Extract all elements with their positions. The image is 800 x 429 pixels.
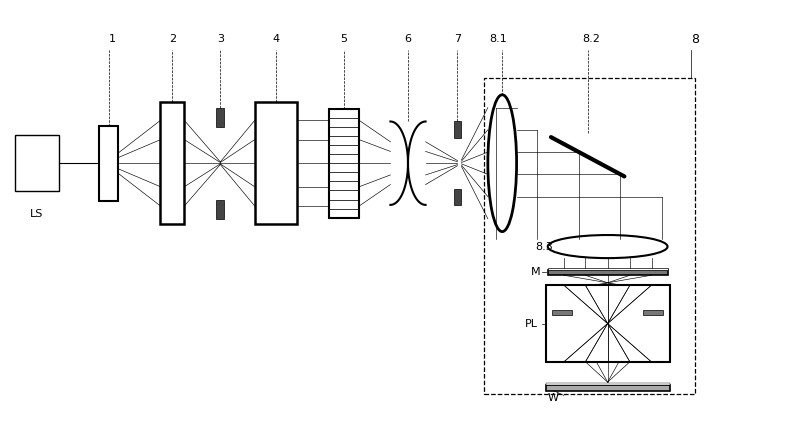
Text: LS: LS	[30, 209, 43, 220]
Bar	[548, 268, 667, 270]
Text: PL: PL	[526, 319, 538, 329]
Text: 8.2: 8.2	[582, 34, 601, 44]
Text: W: W	[548, 393, 559, 403]
Text: M: M	[531, 267, 541, 277]
Text: 3: 3	[217, 34, 224, 44]
Text: 1: 1	[109, 34, 116, 44]
Bar	[548, 270, 667, 275]
Text: 8.3: 8.3	[535, 242, 553, 251]
Bar	[643, 310, 663, 315]
Text: 7: 7	[454, 34, 461, 44]
Bar	[484, 78, 695, 394]
Bar	[454, 189, 462, 205]
Bar	[14, 136, 58, 191]
Bar	[454, 121, 462, 138]
Bar	[216, 108, 224, 127]
Bar	[546, 385, 670, 391]
Bar	[546, 285, 670, 362]
Bar	[546, 383, 670, 385]
Bar	[98, 126, 118, 201]
Text: 2: 2	[169, 34, 176, 44]
Text: 5: 5	[341, 34, 347, 44]
Bar	[216, 199, 224, 219]
Bar	[329, 109, 359, 218]
Bar	[161, 102, 184, 224]
Text: 4: 4	[273, 34, 280, 44]
Text: 8: 8	[691, 33, 699, 45]
Text: 8.1: 8.1	[490, 34, 507, 44]
Bar	[255, 102, 298, 224]
Text: 6: 6	[405, 34, 411, 44]
Bar	[552, 310, 572, 315]
